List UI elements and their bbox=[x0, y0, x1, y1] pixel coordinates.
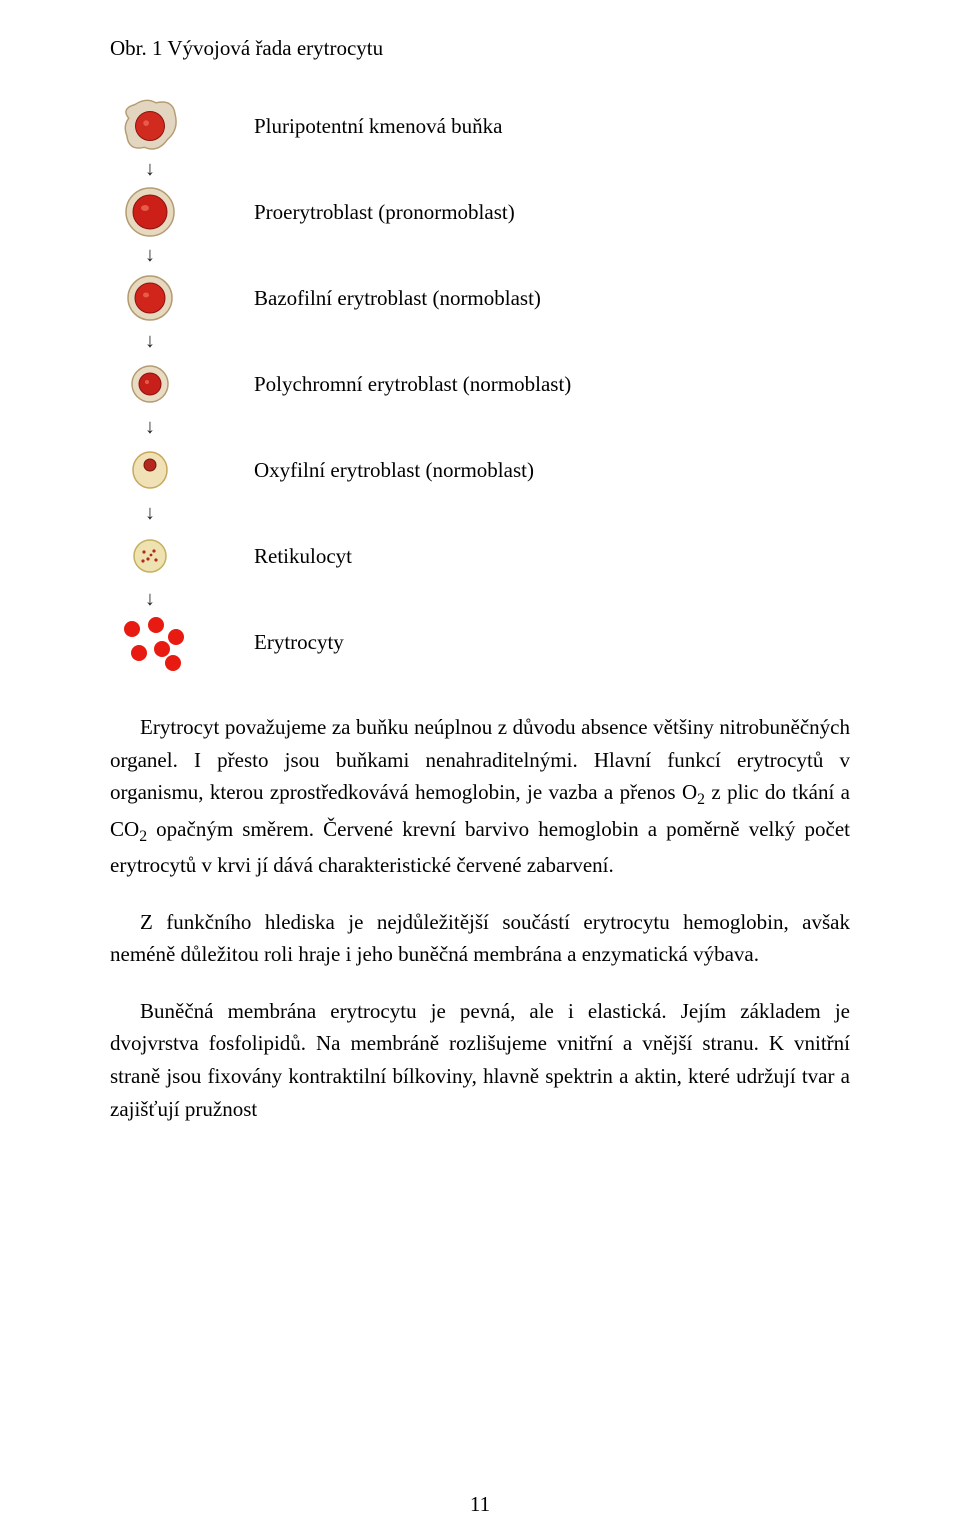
cell-oxyfilni-icon bbox=[118, 441, 182, 499]
figure-title: Obr. 1 Vývojová řada erytrocytu bbox=[110, 36, 850, 61]
arrow-icon: ↓ bbox=[118, 585, 182, 613]
stage-oxyfilni: Oxyfilní erytroblast (normoblast) bbox=[118, 441, 850, 499]
arrow-icon: ↓ bbox=[118, 499, 182, 527]
arrow-icon: ↓ bbox=[118, 413, 182, 441]
stage-pluripotent: Pluripotentní kmenová buňka bbox=[118, 97, 850, 155]
stage-label: Proerytroblast (pronormoblast) bbox=[254, 200, 515, 225]
stage-label: Retikulocyt bbox=[254, 544, 352, 569]
stage-erytrocyty: Erytrocyty bbox=[118, 613, 850, 671]
stage-retikulocyt: Retikulocyt bbox=[118, 527, 850, 585]
arrow-icon: ↓ bbox=[118, 155, 182, 183]
cell-retikulocyt-icon bbox=[118, 527, 182, 585]
paragraph-3: Buněčná membrána erytrocytu je pevná, al… bbox=[110, 995, 850, 1125]
cell-pluripotent-icon bbox=[118, 97, 182, 155]
cell-polychromni-icon bbox=[118, 355, 182, 413]
arrow-icon: ↓ bbox=[118, 241, 182, 269]
paragraph-1: Erytrocyt považujeme za buňku neúplnou z… bbox=[110, 711, 850, 882]
stage-polychromni: Polychromní erytroblast (normoblast) bbox=[118, 355, 850, 413]
stage-label: Polychromní erytroblast (normoblast) bbox=[254, 372, 571, 397]
stage-proerytroblast: Proerytroblast (pronormoblast) bbox=[118, 183, 850, 241]
subscript: 2 bbox=[697, 791, 705, 808]
stage-label: Bazofilní erytroblast (normoblast) bbox=[254, 286, 541, 311]
cell-bazofilni-icon bbox=[118, 269, 182, 327]
stage-label: Oxyfilní erytroblast (normoblast) bbox=[254, 458, 534, 483]
erythrocyte-lineage-diagram: Pluripotentní kmenová buňka ↓ Proerytrob… bbox=[118, 97, 850, 671]
subscript: 2 bbox=[139, 828, 147, 845]
arrow-icon: ↓ bbox=[118, 327, 182, 355]
paragraph-2: Z funkčního hlediska je nejdůležitější s… bbox=[110, 906, 850, 971]
cell-proerytroblast-icon bbox=[118, 183, 182, 241]
text: opačným směrem. Červené krevní barvivo h… bbox=[110, 817, 850, 878]
cell-erytrocyty-icon bbox=[118, 613, 182, 671]
stage-label: Erytrocyty bbox=[254, 630, 344, 655]
page-number: 11 bbox=[0, 1492, 960, 1517]
stage-bazofilni: Bazofilní erytroblast (normoblast) bbox=[118, 269, 850, 327]
stage-label: Pluripotentní kmenová buňka bbox=[254, 114, 502, 139]
